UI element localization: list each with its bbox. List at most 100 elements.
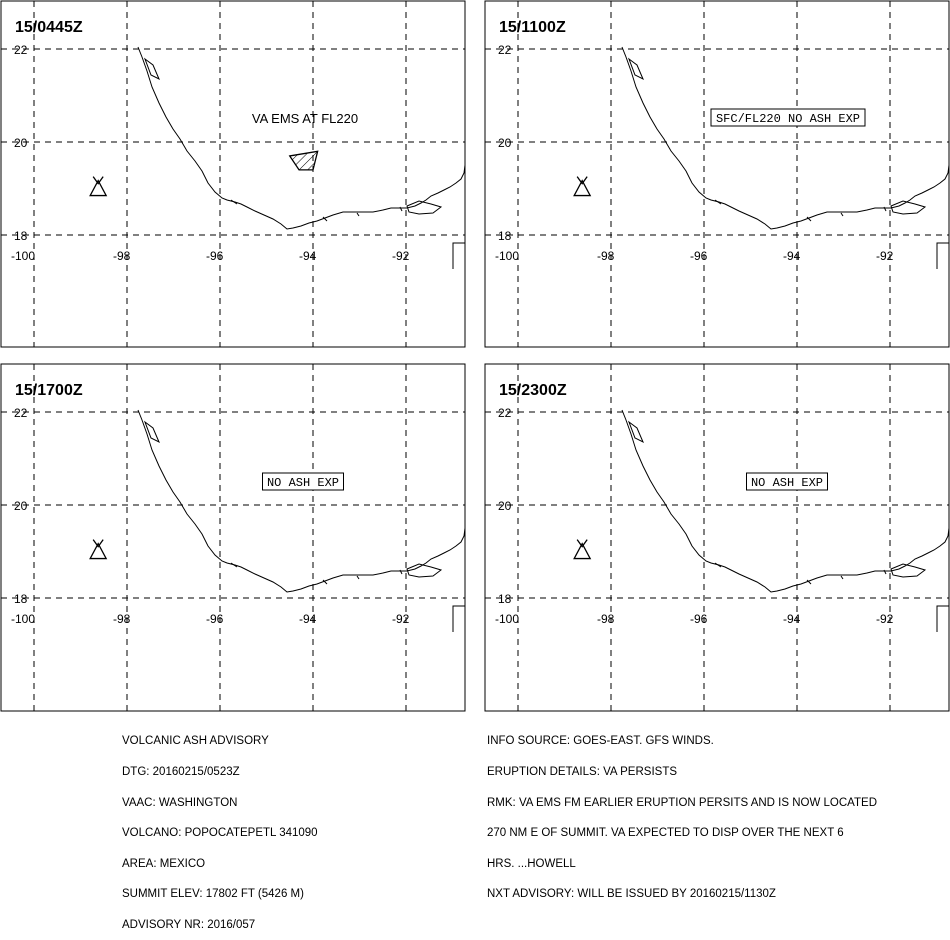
annotation-text: VA EMS AT FL220 [252,111,358,126]
lagoon-outline [406,200,443,215]
longitude-label: -98 [597,249,615,263]
map-panel: 22 20 18 -100 -98 -96 -94 -92 15/1100Z SFC/FL220 … [484,0,950,348]
coast-detail [322,579,328,585]
coast-detail [230,562,238,568]
volcano-icon [573,539,592,560]
panel-time-label: 15/0445Z [15,19,83,36]
panel-frame [484,363,950,712]
coast-detail [714,562,722,568]
remarks-line: HRS. ...HOWELL [487,857,576,870]
coastline [137,46,466,230]
coast-detail [883,569,887,575]
coast-detail [399,569,403,575]
panel-frame [484,0,950,348]
annotation-text: NO ASH EXP [751,476,823,490]
longitude-label: -98 [597,612,615,626]
advisory-remarks-block: INFO SOURCE: GOES-EAST. GFS WINDS. ERUPT… [487,716,877,910]
longitude-label: -96 [690,249,708,263]
ash-area-polygon [288,150,319,171]
map-corner-bracket [936,242,949,269]
panel-frame [0,0,466,348]
longitude-label: -100 [11,249,35,263]
latitude-label: 20 [498,136,512,150]
annotation-text: NO ASH EXP [267,476,339,490]
remarks-line: RMK: VA EMS FM EARLIER ERUPTION PERSITS … [487,796,877,809]
annotation-text: SFC/FL220 NO ASH EXP [716,112,860,126]
longitude-label: -94 [299,249,317,263]
advisory-map-figure: 22 20 18 -100 -98 -96 -94 -92 15/0445Z VA EMS AT … [0,0,950,712]
coast-detail [356,212,360,217]
coast-detail [840,212,844,217]
lagoon-outline [143,57,160,81]
advisory-line: VAAC: WASHINGTON [122,796,238,809]
remarks-line: ERUPTION DETAILS: VA PERSISTS [487,766,678,779]
map-panel: 22 20 18 -100 -98 -96 -94 -92 15/1700Z NO ASH EXP [0,363,466,712]
lagoon-outline [627,420,644,444]
coast-detail [356,575,360,580]
volcano-icon [89,176,108,197]
longitude-label: -100 [11,612,35,626]
volcano-icon [573,176,592,197]
advisory-header-block: VOLCANIC ASH ADVISORY DTG: 20160215/0523… [122,716,318,940]
coast-detail [714,199,722,205]
latitude-label: 18 [498,229,512,243]
advisory-line: ADVISORY NR: 2016/057 [122,919,256,932]
lagoon-outline [890,563,927,578]
latitude-label: 22 [14,406,28,420]
coast-detail [322,216,328,222]
remarks-line: INFO SOURCE: GOES-EAST. GFS WINDS. [487,735,714,748]
remarks-line: NXT ADVISORY: WILL BE ISSUED BY 20160215… [487,888,776,901]
longitude-label: -100 [495,612,519,626]
volcano-icon [89,539,108,560]
latitude-label: 22 [498,406,512,420]
longitude-label: -92 [876,612,894,626]
lagoon-outline [627,57,644,81]
longitude-label: -92 [392,249,410,263]
latitude-label: 20 [14,499,28,513]
longitude-label: -98 [113,612,131,626]
latitude-label: 20 [498,499,512,513]
coast-detail [840,575,844,580]
latitude-label: 18 [498,592,512,606]
coast-detail [806,216,812,222]
latitude-label: 18 [14,592,28,606]
lagoon-outline [890,200,927,215]
longitude-label: -94 [299,612,317,626]
annotation-box [262,472,344,491]
lagoon-outline [143,420,160,444]
map-corner-bracket [936,605,949,632]
annotation-box [710,108,866,127]
longitude-label: -96 [690,612,708,626]
longitude-label: -96 [206,612,224,626]
latitude-label: 22 [498,43,512,57]
map-corner-bracket [452,242,465,269]
coastline [621,46,950,230]
coast-detail [883,206,887,212]
longitude-label: -96 [206,249,224,263]
panel-frame [0,363,466,712]
coastline [137,409,466,593]
advisory-line: AREA: MEXICO [122,857,206,870]
advisory-line: VOLCANIC ASH ADVISORY [122,735,269,748]
lagoon-outline [406,563,443,578]
latitude-label: 20 [14,136,28,150]
panel-time-label: 15/2300Z [499,382,567,399]
longitude-label: -100 [495,249,519,263]
map-panel: 22 20 18 -100 -98 -96 -94 -92 15/0445Z VA EMS AT … [0,0,466,348]
longitude-label: -94 [783,612,801,626]
advisory-line: SUMMIT ELEV: 17802 FT (5426 M) [122,888,304,901]
coast-detail [399,206,403,212]
advisory-line: VOLCANO: POPOCATEPETL 341090 [122,827,318,840]
coastline [621,409,950,593]
annotation-box [746,472,828,491]
longitude-label: -98 [113,249,131,263]
longitude-label: -92 [876,249,894,263]
longitude-label: -94 [783,249,801,263]
panel-time-label: 15/1100Z [499,19,566,36]
coast-detail [806,579,812,585]
coast-detail [230,199,238,205]
remarks-line: 270 NM E OF SUMMIT. VA EXPECTED TO DISP … [487,827,844,840]
latitude-label: 18 [14,229,28,243]
advisory-line: DTG: 20160215/0523Z [122,766,240,779]
longitude-label: -92 [392,612,410,626]
